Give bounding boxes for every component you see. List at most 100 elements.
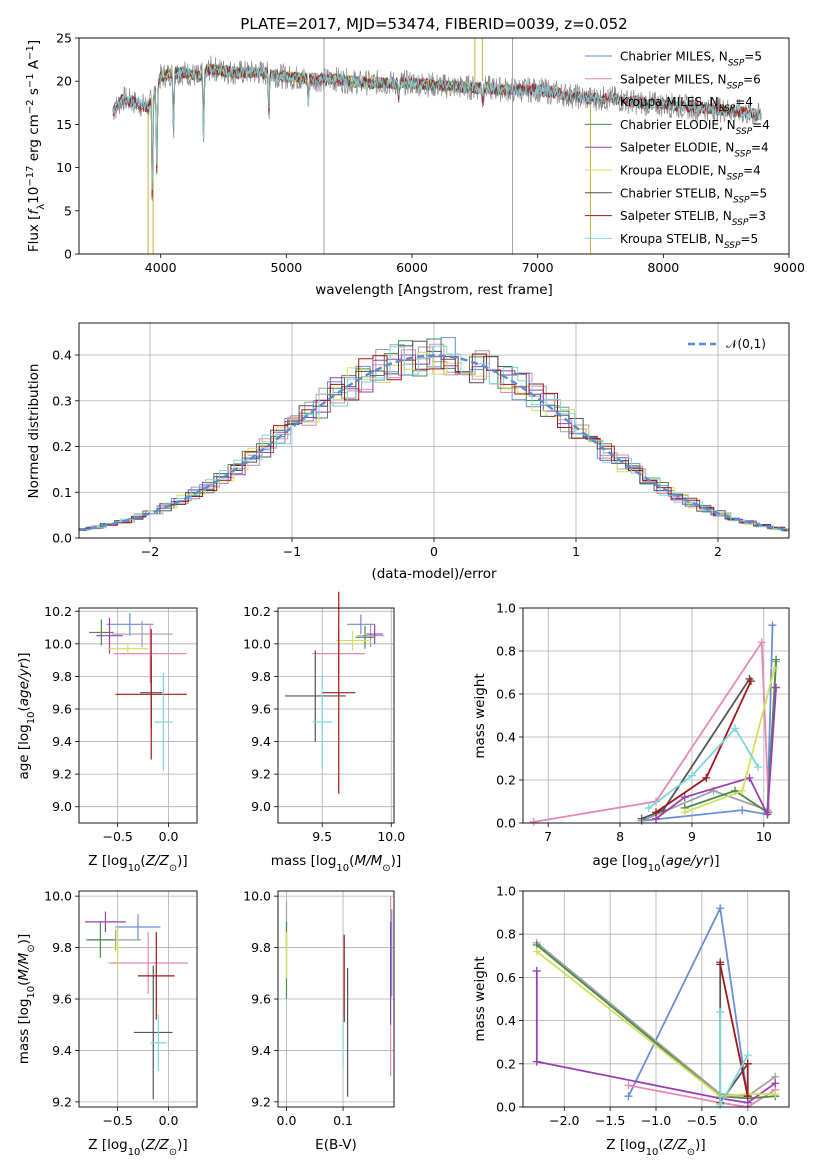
- errorbar-point: [284, 650, 346, 742]
- x-tick-label: −2: [141, 544, 159, 559]
- y-tick-label: 10: [56, 160, 72, 175]
- weight-marker: [743, 1092, 752, 1101]
- weight-marker: [757, 638, 766, 647]
- x-axis-label: E(B-V): [315, 1137, 357, 1153]
- weight-marker: [532, 1057, 541, 1066]
- y-tick-label: 0.8: [496, 927, 516, 942]
- legend-label: Salpeter STELIB, NSSP=3: [620, 209, 766, 228]
- y-tick-label: 0.2: [496, 773, 516, 788]
- weight-marker: [745, 773, 754, 782]
- errorbar-point: [86, 921, 115, 958]
- weight-marker: [772, 655, 781, 664]
- x-tick-label: −1: [283, 544, 301, 559]
- y-tick-label: 10.0: [243, 636, 271, 651]
- y-tick-label: 0.0: [52, 531, 72, 546]
- errorbar-point: [115, 629, 187, 760]
- weight-marker: [731, 724, 740, 733]
- mass-vs-Z-axes: −0.5 0.0 9.2 9.4 9.6 9.8 10.0 Z [log10(Z/Z⊙)] ma…: [16, 889, 198, 1158]
- y-tick-label: 9.8: [52, 669, 72, 684]
- x-tick-label: −1.0: [641, 1113, 671, 1128]
- weight-marker: [746, 677, 755, 686]
- axes-frame: [78, 37, 790, 255]
- y-tick-label: 9.2: [251, 767, 271, 782]
- weight-marker: [624, 1081, 633, 1090]
- spectrum-lines: [112, 38, 762, 254]
- weight-marker: [743, 1051, 752, 1060]
- y-tick-label: 0: [64, 247, 72, 262]
- axes-frame: [277, 890, 395, 1108]
- x-tick-label: 4000: [145, 260, 177, 275]
- y-axis-label: Normed distribution: [26, 364, 42, 499]
- weight-line: [684, 659, 777, 814]
- x-tick-label: −0.5: [687, 1113, 717, 1128]
- histogram-series: [79, 351, 789, 532]
- x-tick-label: −2.0: [549, 1113, 579, 1128]
- axes-frame: [522, 890, 790, 1108]
- plot-area: 4000 5000 6000 7000 8000 90000510152025wavele…: [16, 31, 805, 1158]
- x-axis-label: age [log10(age/yr)]: [592, 853, 719, 874]
- y-tick-label: 9.4: [251, 734, 271, 749]
- weight-line: [641, 625, 774, 822]
- y-axis-label: mass [log10(M/M⊙)]: [16, 934, 37, 1064]
- y-tick-label: 25: [56, 31, 72, 46]
- y-tick-label: 0.1: [52, 485, 72, 500]
- weight-marker: [743, 1059, 752, 1068]
- y-tick-label: 9.8: [251, 940, 271, 955]
- errorbar-point: [112, 927, 123, 969]
- axes-frame: [78, 607, 198, 824]
- legend-label: Salpeter MILES, NSSP=6: [620, 72, 761, 91]
- y-tick-label: 0.8: [496, 644, 516, 659]
- legend-label: Chabrier ELODIE, NSSP=4: [620, 118, 770, 137]
- weight-marker: [738, 806, 747, 815]
- x-tick-label: 9.5: [312, 829, 332, 844]
- y-tick-label: 1.0: [496, 601, 516, 616]
- x-tick-label: −0.5: [102, 1113, 132, 1128]
- errorbar-point: [108, 932, 188, 994]
- y-tick-label: 9.8: [52, 940, 72, 955]
- weight-marker: [680, 808, 689, 817]
- weight-marker: [754, 763, 763, 772]
- mass-vs-EBV-axes: 0.0 0.1 9.2 9.4 9.6 9.8 10.0 E(B-V): [243, 889, 395, 1153]
- y-tick-label: 0.3: [52, 393, 72, 408]
- y-axis-label: mass weight: [472, 673, 488, 758]
- weight-marker: [716, 1007, 725, 1016]
- x-axis-label: Z [log10(Z/Z⊙)]: [88, 1137, 187, 1158]
- errorbar-point: [355, 625, 375, 649]
- weight-marker: [716, 904, 725, 913]
- age-vs-mass-axes: 9.5 10.0 9.0 9.2 9.4 9.6 9.8 10.0 10.2 mass [log1…: [243, 591, 405, 874]
- histogram-steps: [79, 337, 789, 532]
- weight-marker: [637, 814, 646, 823]
- weight-marker: [529, 817, 538, 826]
- y-tick-label: 15: [56, 117, 72, 132]
- y-tick-label: 0.6: [496, 970, 516, 985]
- weight-marker: [768, 621, 777, 630]
- y-tick-label: 9.4: [52, 1043, 72, 1058]
- y-tick-label: 0.4: [496, 730, 516, 745]
- legend-label: Salpeter ELODIE, NSSP=4: [620, 141, 769, 160]
- weight-marker: [772, 683, 781, 692]
- legend-label: 𝒩(0,1): [726, 337, 766, 351]
- axes-frame: [78, 322, 790, 539]
- weight-line: [533, 639, 770, 823]
- x-tick-label: 9: [688, 829, 696, 844]
- x-tick-label: 1: [572, 544, 580, 559]
- y-axis-label: mass weight: [472, 956, 488, 1041]
- x-tick-label: 2: [714, 544, 722, 559]
- axes-frame: [522, 607, 790, 824]
- y-tick-label: 5: [64, 203, 72, 218]
- weight-marker: [702, 773, 711, 782]
- errorbar-point: [106, 612, 154, 636]
- errorbar-point: [138, 932, 175, 1020]
- x-tick-label: 0: [430, 544, 438, 559]
- weight-marker: [716, 960, 725, 969]
- y-tick-label: 10.2: [44, 604, 72, 619]
- y-tick-label: 9.6: [52, 992, 72, 1007]
- axes-frame: [277, 607, 395, 824]
- y-tick-label: 9.6: [251, 701, 271, 716]
- y-tick-label: 0.0: [496, 1100, 516, 1115]
- age-vs-Z-axes: −0.5 0.0 9.0 9.2 9.4 9.6 9.8 10.0 10.2 Z [log10(Z…: [16, 604, 198, 874]
- y-tick-label: 0.2: [52, 439, 72, 454]
- errorbar-point: [85, 911, 126, 933]
- weight-marker: [771, 1090, 780, 1099]
- x-tick-label: 0.0: [159, 1113, 179, 1128]
